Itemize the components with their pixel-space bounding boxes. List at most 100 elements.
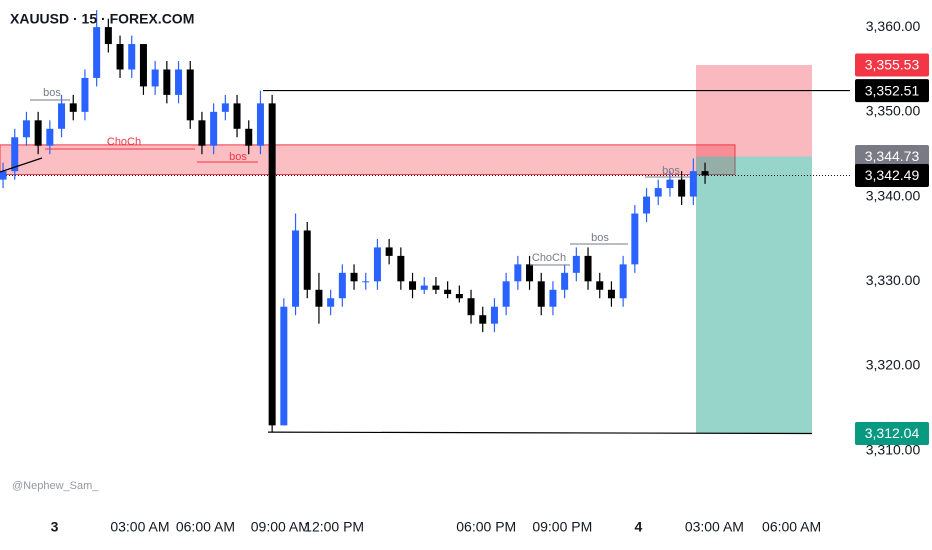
price-tag: [855, 79, 929, 103]
candle-body: [46, 128, 54, 146]
annotation: ChoCh: [107, 136, 141, 148]
candle-body: [198, 120, 206, 146]
x-tick-label: 03:00 AM: [110, 519, 169, 535]
candle-body: [11, 137, 19, 172]
x-tick-label: 12:00 PM: [304, 519, 364, 535]
candle-body: [104, 27, 112, 45]
price-tag-label: 3,344.73: [865, 148, 920, 164]
price-tag: [855, 53, 929, 77]
candle-body: [0, 171, 7, 180]
x-tick-label: 06:00 AM: [176, 519, 235, 535]
supply-zone: [0, 144, 736, 176]
y-tick-label: 3,340.00: [866, 187, 921, 203]
level-line: [267, 431, 813, 435]
candle-body: [245, 128, 253, 146]
candle-body: [69, 103, 77, 112]
price-tag: [855, 144, 929, 168]
price-tag-label: 3,352.51: [865, 82, 920, 98]
candle-body: [373, 247, 381, 282]
candle-body: [666, 179, 674, 189]
candle-body: [397, 255, 405, 282]
x-tick-label: 06:00 PM: [456, 519, 516, 535]
candle-body: [502, 281, 510, 307]
candle-body: [186, 69, 194, 121]
y-tick-label: 3,360.00: [866, 18, 921, 34]
price-tag-label: 3,342.49: [865, 167, 920, 183]
x-tick-label: 3: [51, 519, 59, 535]
stop-zone: [696, 64, 812, 157]
candle-body: [596, 281, 604, 290]
x-tick-label: 4: [634, 519, 642, 535]
candle-body: [584, 255, 592, 282]
candle-body: [116, 44, 124, 70]
annotation: bos: [229, 151, 247, 163]
x-tick-label: 09:00 AM: [251, 519, 310, 535]
price-tag: [855, 163, 929, 187]
price-tag-label: 3,312.04: [865, 425, 920, 441]
candle-body: [315, 289, 323, 307]
candle-body: [572, 255, 580, 273]
price-tag: [855, 421, 929, 445]
candle-body: [233, 103, 241, 129]
candle-body: [701, 171, 709, 176]
candle-body: [654, 188, 662, 197]
candle-body: [175, 69, 183, 95]
y-tick-label: 3,330.00: [866, 272, 921, 288]
x-tick-label: 09:00 PM: [532, 519, 592, 535]
candle-body: [479, 315, 487, 324]
candle-body: [432, 285, 440, 290]
candle-body: [561, 272, 569, 290]
candle-body: [526, 264, 534, 282]
annotation: bos: [662, 165, 680, 177]
candle-body: [303, 230, 311, 290]
candle-body: [221, 103, 229, 112]
candle-body: [151, 69, 159, 87]
candle-body: [467, 298, 475, 316]
y-tick-label: 3,320.00: [866, 357, 921, 373]
chart-title: XAUUSD · 15 · FOREX.COM: [10, 11, 194, 27]
candle-body: [128, 44, 136, 70]
trend-line: [0, 157, 43, 173]
candle-body: [409, 281, 417, 290]
candle-body: [643, 196, 651, 214]
candle-body: [385, 247, 393, 256]
candle-body: [619, 264, 627, 299]
y-tick-label: 3,310.00: [866, 441, 921, 457]
candle-body: [455, 294, 463, 299]
candle-body: [280, 306, 288, 426]
candle-body: [678, 179, 686, 197]
candle-body: [34, 120, 42, 146]
candle-body: [292, 230, 300, 307]
candle-body: [58, 103, 66, 129]
annotation: bos: [43, 87, 61, 99]
candle-body: [268, 103, 276, 426]
candle-body: [139, 44, 147, 87]
annotation: ChoCh: [532, 252, 566, 264]
candle-body: [514, 264, 522, 282]
candle-body: [689, 171, 697, 197]
candle-body: [93, 27, 101, 78]
candle-body: [327, 298, 335, 307]
candle-body: [607, 289, 615, 299]
candle-body: [549, 289, 557, 307]
y-tick-label: 3,350.00: [866, 103, 921, 119]
candle-body: [22, 120, 30, 138]
candle-body: [338, 272, 346, 299]
candle-body: [631, 213, 639, 265]
x-tick-label: 06:00 AM: [762, 519, 821, 535]
candle-body: [210, 111, 218, 146]
watermark: @Nephew_Sam_: [12, 480, 99, 492]
labels: XAUUSD · 15 · FOREX.COM @Nephew_Sam_ 3,3…: [0, 11, 929, 535]
candle-body: [362, 281, 370, 283]
candle-body: [163, 69, 171, 95]
candle-body: [350, 272, 358, 282]
price-tag-label: 3,355.53: [865, 57, 920, 73]
annotation: bos: [591, 232, 609, 244]
candle-body: [81, 77, 89, 112]
candle-body: [444, 289, 452, 295]
candle-body: [537, 281, 545, 307]
x-tick-label: 03:00 AM: [685, 519, 744, 535]
overlays: [0, 26, 854, 508]
candle-body: [420, 285, 428, 290]
